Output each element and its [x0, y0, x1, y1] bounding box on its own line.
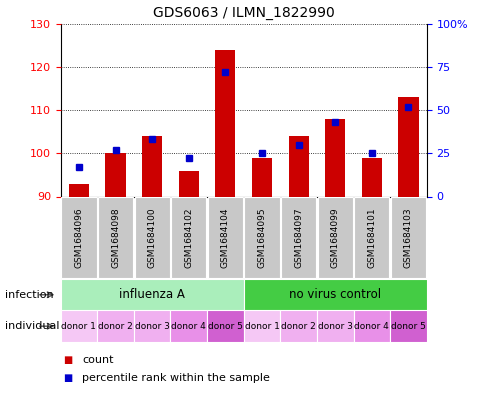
Bar	[105, 153, 125, 196]
Text: donor 2: donor 2	[281, 322, 316, 331]
Bar	[281, 197, 316, 278]
Bar	[280, 310, 317, 342]
Text: donor 1: donor 1	[61, 322, 96, 331]
Text: ■: ■	[63, 355, 72, 365]
Text: GSM1684098: GSM1684098	[111, 208, 120, 268]
Bar	[244, 197, 279, 278]
Bar	[354, 197, 389, 278]
Bar	[389, 310, 426, 342]
Text: GSM1684100: GSM1684100	[147, 208, 156, 268]
Text: GSM1684097: GSM1684097	[293, 208, 302, 268]
Bar	[60, 279, 243, 310]
Bar	[288, 136, 308, 196]
Bar	[69, 184, 89, 196]
Bar	[397, 97, 418, 196]
Bar	[390, 197, 425, 278]
Bar	[317, 310, 353, 342]
Bar	[208, 197, 242, 278]
Text: GSM1684102: GSM1684102	[184, 208, 193, 268]
Bar	[353, 310, 389, 342]
Bar	[215, 50, 235, 196]
Text: donor 4: donor 4	[354, 322, 389, 331]
Bar	[171, 197, 206, 278]
Text: GSM1684101: GSM1684101	[366, 208, 376, 268]
Text: GSM1684095: GSM1684095	[257, 208, 266, 268]
Text: donor 1: donor 1	[244, 322, 279, 331]
Text: ■: ■	[63, 373, 72, 383]
Text: influenza A: influenza A	[119, 288, 185, 301]
Bar	[61, 197, 96, 278]
Bar	[317, 197, 352, 278]
Bar	[135, 197, 169, 278]
Text: donor 3: donor 3	[135, 322, 169, 331]
Text: GSM1684104: GSM1684104	[220, 208, 229, 268]
Bar	[324, 119, 345, 196]
Bar	[60, 310, 97, 342]
Text: count: count	[82, 355, 114, 365]
Text: infection: infection	[5, 290, 53, 300]
Text: GSM1684099: GSM1684099	[330, 208, 339, 268]
Bar	[251, 158, 272, 196]
Bar	[207, 310, 243, 342]
Bar	[98, 197, 133, 278]
Text: donor 5: donor 5	[390, 322, 425, 331]
Bar	[243, 279, 426, 310]
Text: no virus control: no virus control	[288, 288, 380, 301]
Bar	[361, 158, 381, 196]
Bar	[142, 136, 162, 196]
Bar	[178, 171, 198, 196]
Bar	[134, 310, 170, 342]
Text: donor 5: donor 5	[208, 322, 242, 331]
Title: GDS6063 / ILMN_1822990: GDS6063 / ILMN_1822990	[152, 6, 334, 20]
Text: donor 2: donor 2	[98, 322, 133, 331]
Text: donor 4: donor 4	[171, 322, 206, 331]
Text: GSM1684096: GSM1684096	[74, 208, 83, 268]
Text: percentile rank within the sample: percentile rank within the sample	[82, 373, 270, 383]
Bar	[170, 310, 207, 342]
Bar	[97, 310, 134, 342]
Text: individual: individual	[5, 321, 59, 331]
Bar	[243, 310, 280, 342]
Text: GSM1684103: GSM1684103	[403, 208, 412, 268]
Text: donor 3: donor 3	[317, 322, 352, 331]
